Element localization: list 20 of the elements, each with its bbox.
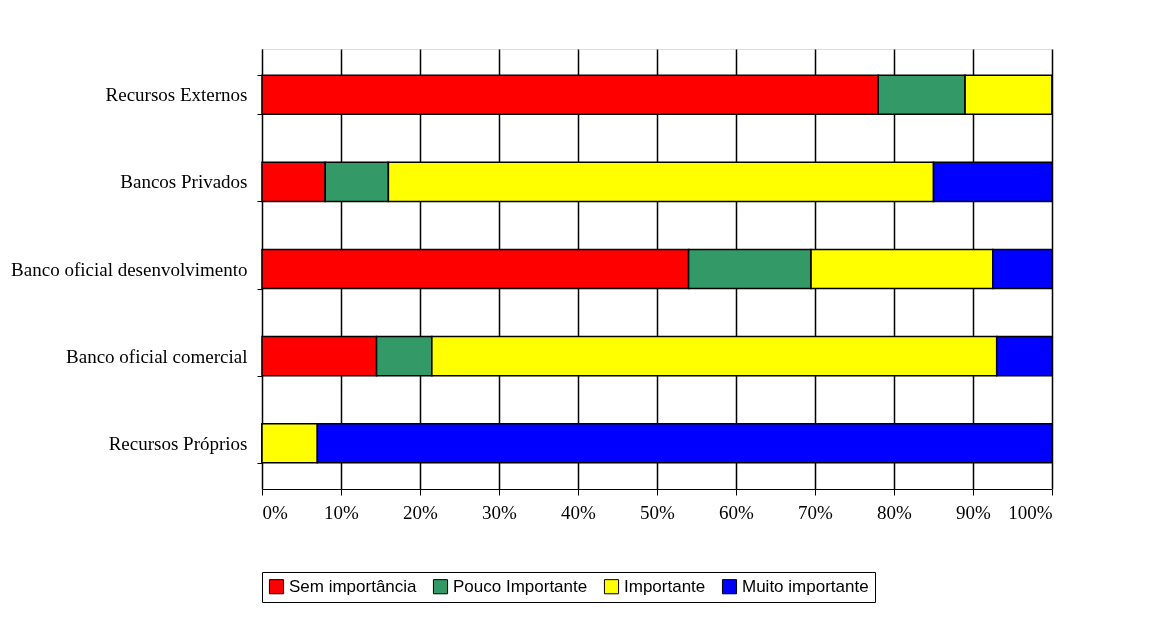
legend-label: Sem importância bbox=[289, 576, 418, 596]
legend-label: Muito importante bbox=[742, 576, 869, 596]
x-tick-label: 60% bbox=[719, 501, 755, 523]
x-tick-label: 20% bbox=[403, 501, 439, 523]
y-tick-label: Recursos Próprios bbox=[108, 432, 248, 454]
legend-label: Pouco Importante bbox=[453, 576, 588, 596]
x-tick-label: 30% bbox=[482, 501, 518, 523]
legend-label: Importante bbox=[624, 576, 706, 596]
x-tick-label: 70% bbox=[798, 501, 834, 523]
y-tick-label: Bancos Privados bbox=[120, 171, 248, 193]
y-tick-label: Recursos Externos bbox=[105, 84, 248, 106]
x-tick-label: 100% bbox=[1008, 501, 1053, 523]
x-tick-label: 40% bbox=[561, 501, 597, 523]
x-tick-label: 50% bbox=[640, 501, 676, 523]
x-tick-label: 10% bbox=[324, 501, 360, 523]
y-tick-label: Banco oficial desenvolvimento bbox=[11, 258, 248, 280]
x-tick-label: 90% bbox=[956, 501, 992, 523]
x-tick-label: 80% bbox=[877, 501, 913, 523]
x-tick-label: 0% bbox=[262, 501, 288, 523]
y-tick-label: Banco oficial comercial bbox=[66, 345, 248, 367]
